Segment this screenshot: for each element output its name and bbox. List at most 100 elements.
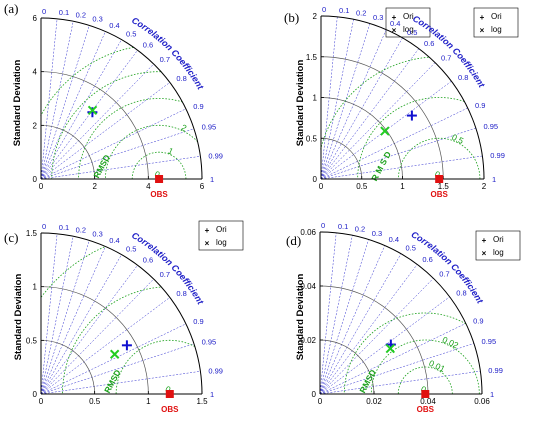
taylor-panel-d: 0 0.1 0.2 0.3 0.4 0.5 0.6 0.7 0.8 0.9 0.95 0.99 1 0 0.… — [286, 221, 521, 414]
rmsd-level-label: 0.01 — [427, 358, 446, 374]
correlation-tick-label: 0.4 — [390, 19, 400, 28]
x-tick-label: 0 — [39, 397, 44, 406]
correlation-line — [319, 264, 418, 395]
y-tick-label: 6 — [33, 14, 38, 23]
y-axis-title: Standard Deviation — [12, 60, 23, 147]
rmsd-title: RMSD — [102, 368, 123, 395]
correlation-tick-label: 0.7 — [160, 270, 170, 279]
correlation-title-path — [131, 22, 208, 109]
rmsd-level-label: 2 — [180, 122, 189, 133]
correlation-tick-label: 0.3 — [92, 230, 102, 239]
correlation-tick-label: 1 — [490, 390, 494, 399]
correlation-line — [40, 278, 154, 395]
legend-log-symbol: × — [482, 249, 487, 258]
x-tick-label: 0.06 — [474, 397, 490, 406]
legend-log-symbol: × — [392, 26, 397, 35]
outer-correlation-arc — [320, 15, 485, 180]
legend-box — [385, 7, 431, 38]
std-deviation-arc — [320, 137, 363, 180]
y-axis-title: Standard Deviation — [13, 274, 24, 361]
correlation-line — [40, 128, 195, 180]
correlation-tick-label: 0.1 — [338, 222, 348, 231]
x-tick-label: 0.04 — [420, 397, 436, 406]
panel-label: (d) — [286, 233, 301, 248]
correlation-tick-label: 0.95 — [482, 337, 497, 346]
correlation-tick-label: 1 — [210, 390, 214, 399]
rmsd-level-label: 0 — [153, 169, 162, 180]
legend-log-label: log — [491, 25, 502, 34]
y-tick-label: 0 — [33, 175, 38, 184]
obs-label: OBS — [161, 405, 179, 414]
x-tick-label: 1.5 — [438, 182, 450, 191]
y-tick-label: 0 — [313, 175, 318, 184]
correlation-tick-label: 0.99 — [208, 151, 223, 160]
rmsd-contour — [40, 46, 134, 117]
correlation-line — [319, 370, 481, 395]
correlation-line — [40, 25, 90, 180]
correlation-tick-label: 0.8 — [458, 73, 468, 82]
std-deviation-arc — [40, 286, 149, 395]
rmsd-contour — [78, 98, 183, 179]
x-tick-label: 0 — [319, 182, 324, 191]
correlation-line — [40, 240, 90, 395]
correlation-line — [40, 246, 106, 395]
outer-correlation-arc — [40, 232, 203, 395]
rmsd-contour — [40, 246, 105, 298]
correlation-title-path — [131, 237, 208, 324]
y-axis-title: Standard Deviation — [295, 60, 306, 147]
y-tick-label: 0.02 — [300, 336, 316, 345]
rmsd-contour — [115, 339, 196, 394]
y-tick-label: 4 — [33, 68, 38, 77]
legend-ori-symbol: + — [482, 236, 487, 245]
rmsd-contour — [397, 137, 481, 179]
correlation-line — [40, 108, 187, 180]
correlation-line — [319, 235, 353, 395]
correlation-line — [40, 31, 106, 180]
std-deviation-arc — [40, 124, 96, 180]
correlation-tick-label: 0.8 — [176, 289, 186, 298]
log-point-marker — [87, 105, 98, 116]
correlation-line — [319, 239, 369, 395]
correlation-tick-label: 0.6 — [422, 255, 432, 264]
rmsd-contour — [357, 97, 465, 179]
correlation-tick-label: 0.2 — [356, 8, 366, 17]
taylor-panel-c: 0 0.1 0.2 0.3 0.4 0.5 0.6 0.7 0.8 0.9 0.95 0.99 1 0 RM… — [4, 220, 244, 414]
correlation-tick-label: 0.99 — [490, 151, 505, 160]
correlation-line — [40, 63, 154, 180]
legend-log-label: log — [493, 248, 504, 257]
rmsd-title: R M S D — [369, 150, 393, 183]
correlation-tick-label: 0 — [42, 222, 46, 231]
correlation-tick-label: 0.8 — [176, 74, 186, 83]
correlation-tick-label: 0.1 — [59, 8, 69, 17]
rmsd-contour — [370, 339, 480, 394]
y-tick-label: 0.5 — [26, 336, 38, 345]
std-deviation-arc — [40, 71, 149, 180]
panel-label: (a) — [4, 1, 18, 16]
correlation-tick-label: 0.95 — [484, 122, 499, 131]
y-tick-label: 1 — [33, 283, 38, 292]
correlation-tick-label: 1 — [492, 175, 496, 184]
panel-label: (b) — [284, 10, 299, 25]
legend-log-label: log — [216, 238, 227, 247]
log-point-marker — [109, 349, 120, 359]
legend-ori-label: Ori — [493, 235, 504, 244]
y-tick-label: 0.06 — [300, 228, 316, 237]
obs-marker — [165, 390, 174, 398]
obs-marker — [155, 175, 164, 183]
x-tick-label: 0.5 — [89, 397, 101, 406]
outer-correlation-arc — [40, 17, 203, 180]
correlation-tick-label: 0.4 — [109, 236, 119, 245]
correlation-tick-label: 0.4 — [389, 235, 399, 244]
x-tick-label: 0 — [39, 182, 44, 191]
y-tick-label: 0.5 — [306, 134, 318, 143]
x-tick-label: 1 — [146, 397, 151, 406]
correlation-line — [40, 82, 170, 180]
outer-correlation-arc — [319, 231, 483, 395]
x-tick-label: 1.5 — [196, 397, 208, 406]
y-axis-title: Standard Deviation — [295, 274, 306, 361]
rmsd-level-label: 0 — [433, 169, 442, 180]
correlation-tick-label: 0.9 — [193, 317, 203, 326]
panel-label: (c) — [4, 230, 18, 245]
x-tick-label: 2 — [92, 182, 97, 191]
correlation-tick-label: 0.9 — [475, 101, 485, 110]
